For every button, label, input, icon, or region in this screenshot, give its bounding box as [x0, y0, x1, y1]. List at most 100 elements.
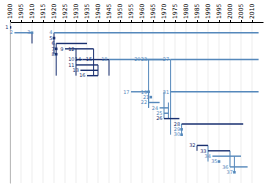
x-tick-label: 1950 — [116, 4, 123, 19]
grid-line — [197, 22, 198, 183]
x-tick-label: 1960 — [138, 4, 145, 19]
grid — [10, 22, 252, 183]
connector — [168, 103, 169, 119]
x-tick-mark — [32, 20, 33, 22]
item-label: 23 — [141, 56, 147, 62]
x-tick: 1960 — [138, 4, 145, 22]
connector — [32, 33, 33, 44]
item-label: 20 — [134, 56, 140, 62]
item-point — [31, 31, 34, 34]
x-tick-mark — [54, 20, 55, 22]
x-tick: 1975 — [171, 4, 178, 22]
item-span — [56, 43, 87, 44]
item-span — [160, 107, 169, 108]
x-tick: 2010 — [248, 4, 255, 22]
x-tick-mark — [21, 20, 22, 22]
x-tick-label: 1915 — [39, 4, 46, 19]
x-tick-mark — [252, 20, 253, 22]
grid-line — [32, 22, 33, 183]
item-span — [197, 145, 208, 146]
x-tick-label: 1990 — [204, 4, 211, 19]
x-axis-line — [11, 22, 264, 23]
x-tick: 1945 — [105, 4, 112, 22]
connector — [230, 151, 231, 167]
item-label: 13 — [73, 67, 79, 73]
item-label: 32 — [189, 142, 195, 148]
item-label: 8 — [52, 51, 55, 57]
x-tick-label: 1980 — [182, 4, 189, 19]
item-label: 15 — [86, 56, 92, 62]
x-tick: 1980 — [182, 4, 189, 22]
item-label: 9 — [60, 46, 63, 52]
x-tick-label: 2000 — [226, 4, 233, 19]
x-tick-mark — [76, 20, 77, 22]
item-span — [164, 118, 179, 119]
item-span — [208, 150, 230, 151]
item-span — [182, 123, 244, 124]
item-span — [164, 113, 168, 114]
grid-line — [87, 22, 88, 183]
x-tick: 1930 — [72, 4, 79, 22]
x-tick: 1970 — [160, 4, 167, 22]
x-tick-mark — [43, 20, 44, 22]
marks — [10, 26, 259, 174]
x-tick-label: 1940 — [94, 4, 101, 19]
item-span — [87, 75, 98, 76]
item-point — [150, 96, 153, 99]
item-label: 18 — [101, 56, 107, 62]
x-tick-mark — [230, 20, 231, 22]
item-point — [147, 90, 150, 93]
item-label: 17 — [123, 89, 129, 95]
x-tick-label: 1995 — [215, 4, 222, 19]
item-label: 37 — [227, 169, 233, 175]
x-tick: 2005 — [237, 4, 244, 22]
x-tick: 1985 — [193, 4, 200, 22]
item-point — [55, 48, 58, 51]
grid-line — [120, 22, 121, 183]
chart-container: 1900190519101915192019251930193519401945… — [0, 0, 269, 187]
grid-line — [109, 22, 110, 183]
item-span — [171, 59, 259, 60]
x-tick: 1925 — [61, 4, 68, 22]
connector — [109, 60, 110, 76]
x-tick-mark — [131, 20, 132, 22]
x-tick-mark — [219, 20, 220, 22]
grid-line — [219, 22, 220, 183]
x-tick: 1935 — [83, 4, 90, 22]
item-point — [218, 160, 221, 163]
x-tick-mark — [10, 20, 11, 22]
x-tick-mark — [142, 20, 143, 22]
x-tick: 1905 — [17, 4, 24, 22]
x-axis: 1900190519101915192019251930193519401945… — [6, 4, 263, 23]
x-tick: 1965 — [149, 4, 156, 22]
item-span — [171, 91, 259, 92]
grid-line — [186, 22, 187, 183]
grid-line — [76, 22, 77, 183]
x-tick-mark — [87, 20, 88, 22]
y-axis-line — [10, 23, 11, 184]
x-tick: 1955 — [127, 4, 134, 22]
item-label: 35 — [211, 158, 217, 164]
connector — [234, 156, 235, 172]
x-tick-mark — [153, 20, 154, 22]
item-label: 2 — [10, 29, 13, 35]
item-label: 3 — [27, 29, 30, 35]
grid-line — [98, 22, 99, 183]
item-label: 26 — [156, 115, 162, 121]
item-label: 12 — [68, 46, 74, 52]
x-tick-label: 1945 — [105, 4, 112, 19]
connector — [181, 124, 182, 135]
x-tick: 1940 — [94, 4, 101, 22]
connector — [170, 60, 171, 135]
item-span — [76, 48, 94, 49]
x-tick-label: 1930 — [72, 4, 79, 19]
item-label: 1 — [5, 24, 8, 30]
grid-line — [241, 22, 242, 183]
x-tick-mark — [120, 20, 121, 22]
item-label: 31 — [163, 89, 169, 95]
x-tick: 1950 — [116, 4, 123, 22]
x-tick-mark — [186, 20, 187, 22]
connector — [148, 60, 149, 108]
x-tick-label: 1905 — [17, 4, 24, 19]
grid-line — [230, 22, 231, 183]
